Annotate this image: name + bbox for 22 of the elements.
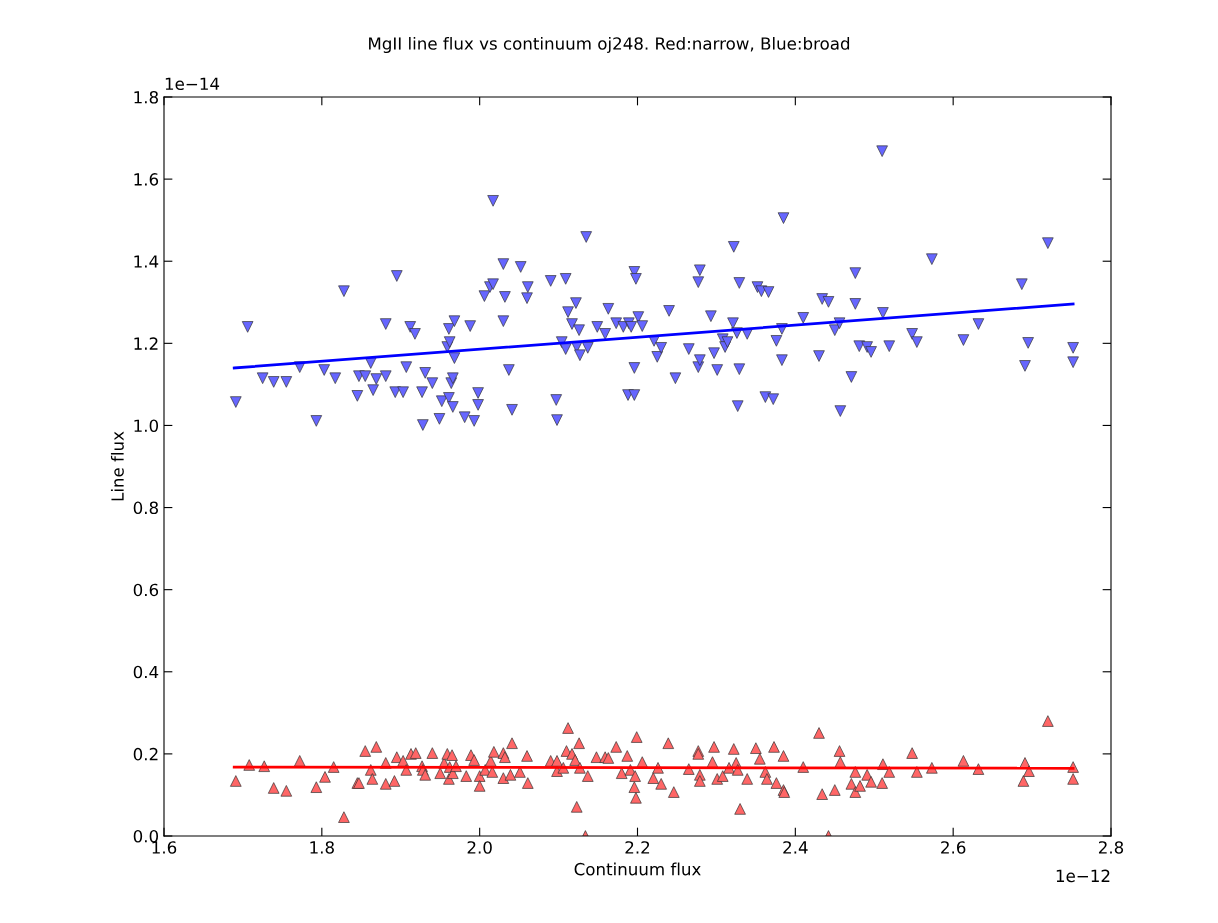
y-tick-label: 0.2 [133,747,158,761]
x-tick-label: 1.6 [152,841,177,854]
text: 1e−14 [165,77,220,91]
y-tick-label: 0.8 [133,501,158,515]
y-tick-label: 1.2 [134,337,158,350]
chart-title: MgII line flux vs continuum oj248. Red:narrow, Blue:broad [369,36,850,54]
text: 1e−12 [1056,869,1110,883]
x-tick-label: 1.8 [310,841,334,854]
y-tick-label: 0.4 [133,665,159,679]
x-axis-title: Continuum flux [574,862,701,876]
y-tick-label: 0.6 [133,583,159,597]
y-tick-label: 1.6 [134,173,159,186]
x-tick-label: 2.2 [625,841,650,854]
y-axis-title: Line flux [110,431,124,501]
y-tick-label: 1.0 [134,419,159,433]
x-tick-label: 2.8 [1098,841,1124,854]
y-tick-label: 0.0 [133,829,159,843]
x-tick-label: 2.4 [783,841,808,854]
x-tick-label: 2.0 [467,841,492,854]
y-tick-label: 1.8 [134,90,158,104]
x-tick-label: 2.6 [941,841,966,854]
y-tick-label: 1.4 [134,255,159,268]
